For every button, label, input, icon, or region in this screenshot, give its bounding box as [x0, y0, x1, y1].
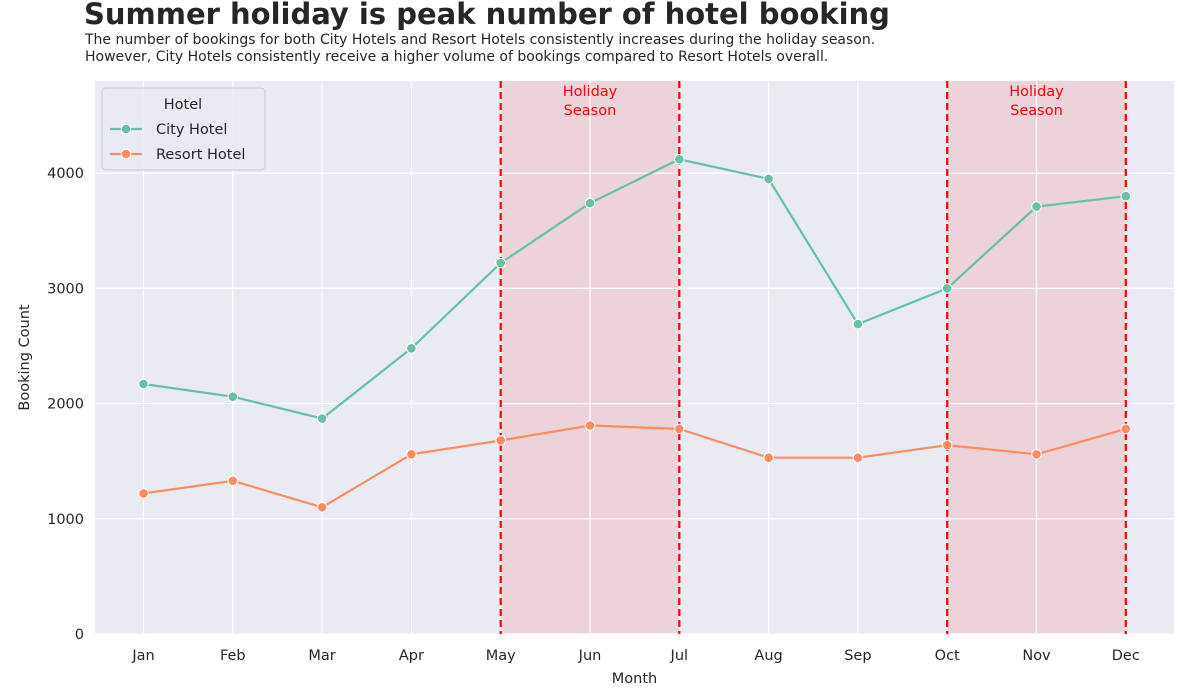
data-point-city-hotel-jul	[674, 154, 685, 165]
legend: Hotel City Hotel Resort Hotel	[101, 87, 266, 171]
holiday-label-1-line-1: Holiday	[563, 84, 618, 100]
data-point-resort-hotel-jul	[674, 423, 685, 435]
x-tick-label-jul: Jul	[670, 648, 689, 664]
data-point-resort-hotel-mar	[316, 501, 328, 513]
x-tick-label-jan: Jan	[131, 648, 154, 664]
data-point-resort-hotel-aug	[763, 452, 774, 464]
data-point-city-hotel-nov	[1031, 201, 1042, 212]
y-tick-label: 4000	[47, 166, 84, 182]
y-tick-label: 0	[75, 627, 84, 643]
data-point-resort-hotel-jan	[138, 488, 149, 499]
data-point-resort-hotel-may	[495, 435, 507, 446]
legend-marker-resort-hotel	[120, 148, 132, 160]
data-point-city-hotel-jun	[584, 197, 596, 209]
x-tick-label-oct: Oct	[935, 648, 960, 664]
data-point-city-hotel-sep	[852, 318, 864, 330]
x-tick-label-may: May	[486, 648, 516, 664]
x-tick-label-feb: Feb	[220, 648, 246, 664]
data-point-resort-hotel-jun	[584, 420, 596, 431]
legend-label-resort-hotel: Resort Hotel	[156, 147, 245, 163]
data-point-resort-hotel-dec	[1120, 423, 1132, 435]
chart-title: Summer holiday is peak number of hotel b…	[84, 0, 890, 31]
subtitle-line-2: However, City Hotels consistently receiv…	[85, 49, 829, 65]
data-point-city-hotel-feb	[227, 391, 239, 402]
data-point-city-hotel-apr	[406, 342, 417, 354]
x-axis-label: Month	[612, 671, 657, 687]
x-tick-label-sep: Sep	[844, 648, 871, 664]
series-line-city-hotel	[143, 158, 1126, 420]
legend-marker-city-hotel	[120, 123, 132, 135]
x-tick-label-jun: Jun	[578, 648, 602, 664]
y-axis-label: Booking Count	[17, 304, 33, 410]
holiday-label-2-line-1: Holiday	[1009, 84, 1064, 100]
x-tick-label-mar: Mar	[308, 648, 335, 664]
y-tick-label: 2000	[47, 397, 84, 413]
chart-subtitle: The number of bookings for both City Hot…	[85, 32, 875, 66]
y-tick-label: 3000	[47, 281, 84, 297]
x-tick-label-nov: Nov	[1022, 648, 1051, 664]
x-tick-label-dec: Dec	[1112, 648, 1140, 664]
holiday-label-1-line-2: Season	[564, 103, 617, 119]
subtitle-line-1: The number of bookings for both City Hot…	[85, 32, 876, 48]
x-tick-label-aug: Aug	[754, 648, 782, 664]
data-point-resort-hotel-feb	[227, 475, 239, 487]
data-point-resort-hotel-sep	[852, 452, 864, 464]
data-point-resort-hotel-apr	[406, 448, 417, 460]
holiday-label-2-line-2: Season	[1010, 103, 1063, 119]
data-point-city-hotel-jan	[138, 378, 149, 390]
data-point-resort-hotel-nov	[1031, 448, 1042, 460]
x-tick-label-apr: Apr	[399, 648, 424, 664]
data-point-resort-hotel-oct	[941, 439, 953, 451]
series-line-resort-hotel	[143, 424, 1127, 509]
data-point-city-hotel-oct	[941, 283, 953, 294]
y-tick-label: 1000	[47, 512, 84, 528]
legend-title: Hotel	[164, 97, 202, 113]
data-point-city-hotel-aug	[763, 173, 774, 185]
data-point-city-hotel-mar	[316, 413, 328, 424]
data-point-city-hotel-may	[495, 257, 507, 269]
data-point-city-hotel-dec	[1120, 190, 1132, 202]
legend-label-city-hotel: City Hotel	[156, 122, 227, 138]
legend-box	[101, 87, 266, 171]
